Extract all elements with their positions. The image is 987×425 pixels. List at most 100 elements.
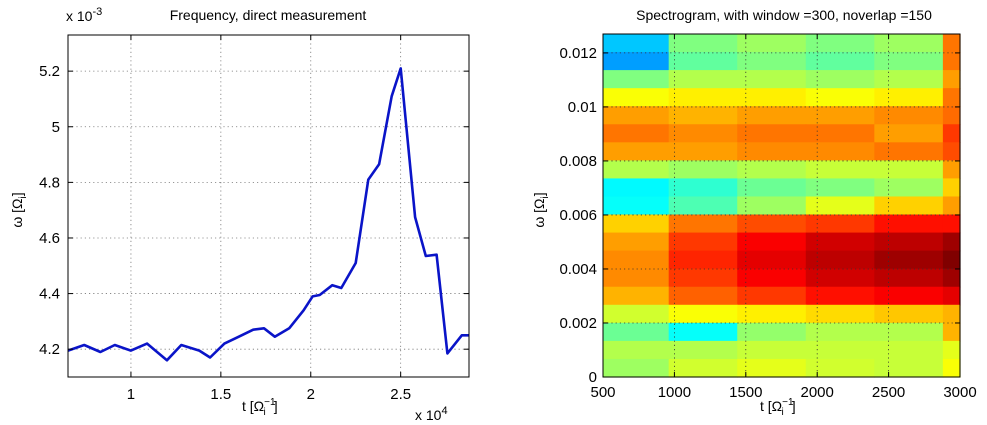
spectrogram-cell <box>737 304 807 324</box>
spectrogram-cell <box>805 340 875 360</box>
spectrogram-cell <box>668 304 738 324</box>
right-x-axis-label: t [Ω−1 i] <box>760 397 796 418</box>
spectrogram-cell <box>874 124 944 143</box>
spectrogram-cell <box>805 52 875 71</box>
spectrogram-cell <box>737 286 807 306</box>
right-y-tick-label: 0.012 <box>559 45 597 62</box>
spectrogram-cell <box>805 286 875 306</box>
spectrogram-cell <box>603 250 670 270</box>
spectrogram-cell <box>737 70 807 89</box>
left-x-tick-label: 2 <box>307 386 315 403</box>
spectrogram-cell <box>874 106 944 125</box>
spectrogram-cell <box>805 142 875 161</box>
spectrogram-cell <box>737 232 807 252</box>
spectrogram-cell <box>603 142 670 161</box>
spectrogram-cell <box>874 232 944 252</box>
right-x-tick-label: 2000 <box>801 384 834 401</box>
left-x-multiplier-base: x 10 <box>415 407 442 423</box>
spectrogram-cell <box>603 286 670 306</box>
spectrogram-cell <box>874 214 944 234</box>
spectrogram-cell <box>805 322 875 342</box>
right-y-tick-label: 0.01 <box>568 99 597 116</box>
spectrogram-cell <box>603 88 670 107</box>
spectrogram-cell <box>737 358 807 378</box>
spectrogram-cell <box>737 34 807 53</box>
left-y-tick-label: 5.2 <box>39 63 60 80</box>
spectrogram-cell <box>668 340 738 360</box>
spectrogram-cell <box>668 286 738 306</box>
spectrogram-cell <box>805 358 875 378</box>
spectrogram-cell <box>805 178 875 198</box>
spectrogram-cell <box>603 178 670 198</box>
spectrogram-plot: 500 1000 1500 2000 2500 3000 0 0.002 0.004 0.006 0… <box>531 7 977 418</box>
right-x-tick-label: 500 <box>590 384 615 401</box>
left-y-tick-label: 4.4 <box>39 286 60 303</box>
spectrogram-cell <box>737 124 807 143</box>
spectrogram-cell <box>942 160 961 180</box>
right-chart-title: Spectrogram, with window =300, noverlap … <box>636 7 932 23</box>
spectrogram-cell <box>668 160 738 180</box>
spectrogram-cell <box>668 142 738 161</box>
spectrogram-cell <box>603 358 670 378</box>
spectrogram-cell <box>668 358 738 378</box>
spectrogram-cell <box>805 124 875 143</box>
spectrogram-cell <box>942 106 961 125</box>
left-y-tick-label: 5 <box>52 119 60 136</box>
spectrogram-cell <box>603 34 670 53</box>
left-plot-area <box>68 35 469 377</box>
spectrogram-cell <box>805 88 875 107</box>
left-x-tick-label: 1.5 <box>210 386 231 403</box>
right-plot-frame <box>602 33 961 378</box>
spectrogram-cell <box>874 304 944 324</box>
spectrogram-cell <box>603 196 670 216</box>
spectrogram-cell <box>805 232 875 252</box>
right-y-tick-label: 0 <box>589 369 597 386</box>
spectrogram-cell <box>603 322 670 342</box>
left-x-tick-label: 2.5 <box>390 386 411 403</box>
left-plot-frame <box>67 34 470 378</box>
spectrogram-cell <box>942 34 961 53</box>
spectrogram-cell <box>805 34 875 53</box>
spectrogram-cell <box>942 322 961 342</box>
spectrogram-cell <box>737 52 807 71</box>
left-y-axis-label: ω [Ωi] <box>9 192 29 227</box>
spectrogram-cell <box>603 70 670 89</box>
spectrogram-cell <box>668 250 738 270</box>
spectrogram-cell <box>737 214 807 234</box>
spectrogram-cell <box>737 250 807 270</box>
spectrogram-cell <box>874 70 944 89</box>
right-x-tick-label: 1500 <box>729 384 762 401</box>
spectrogram-cell <box>805 304 875 324</box>
spectrogram-cell <box>668 214 738 234</box>
spectrogram-cell <box>668 322 738 342</box>
spectrogram-cell <box>874 34 944 53</box>
right-y-tick-label: 0.008 <box>559 153 597 170</box>
spectrogram-cell <box>737 322 807 342</box>
spectrogram-cell <box>737 340 807 360</box>
spectrogram-cell <box>737 106 807 125</box>
spectrogram-cell <box>942 232 961 252</box>
spectrogram-cell <box>942 358 961 378</box>
left-y-tick-label: 4.8 <box>39 174 60 191</box>
right-x-tick-label: 2500 <box>872 384 905 401</box>
spectrogram-cell <box>942 304 961 324</box>
right-grid <box>603 34 960 377</box>
spectrogram-cell <box>737 178 807 198</box>
spectrogram-cell <box>874 88 944 107</box>
spectrogram-cell <box>805 160 875 180</box>
spectrogram-cell <box>603 214 670 234</box>
right-y-tick-label: 0.002 <box>559 315 597 332</box>
spectrogram-cell <box>603 304 670 324</box>
spectrogram-cells <box>603 34 961 378</box>
spectrogram-cell <box>874 196 944 216</box>
right-ticks: 500 1000 1500 2000 2500 3000 0 0.002 0.004 0.006 0… <box>559 34 977 401</box>
left-y-multiplier-exp: -3 <box>92 6 102 18</box>
spectrogram-cell <box>942 196 961 216</box>
spectrogram-cell <box>668 88 738 107</box>
spectrogram-cell <box>942 124 961 143</box>
spectrogram-cell <box>874 178 944 198</box>
spectrogram-cell <box>805 196 875 216</box>
spectrogram-cell <box>668 124 738 143</box>
frequency-line <box>67 67 469 362</box>
left-x-axis-label: t [Ω−1 i] <box>242 397 278 418</box>
